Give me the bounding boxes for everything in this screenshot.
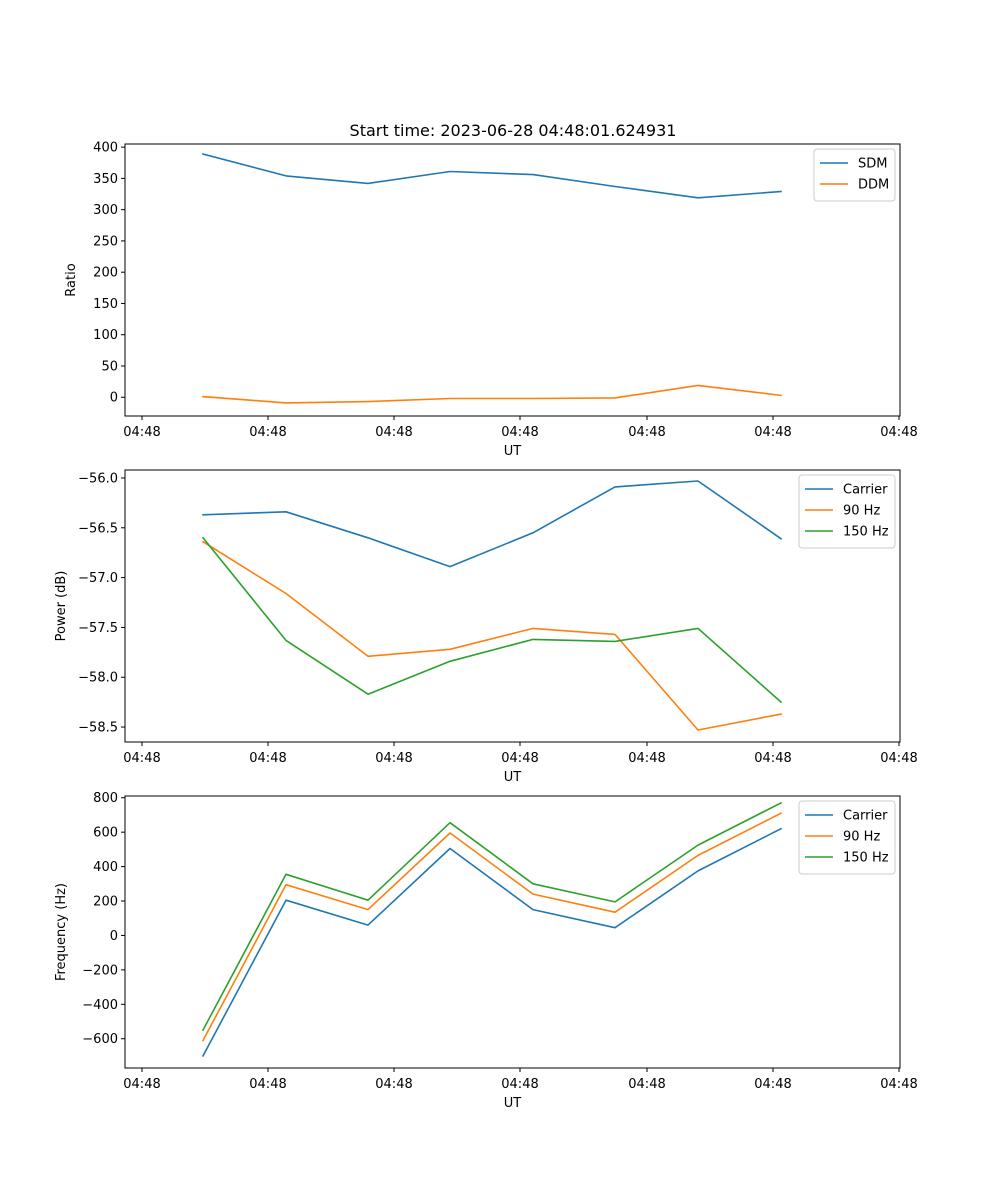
chart-3-x-axis-label: UT: [504, 1096, 522, 1111]
chart-3-series-line-carrier: [201, 827, 783, 1057]
chart-2-legend-box: [798, 474, 896, 549]
chart-3-y-tick-label: 200: [93, 895, 118, 910]
chart-1-x-axis-label: UT: [504, 444, 522, 459]
chart-3-legend-label: 150 Hz: [843, 851, 889, 866]
chart-2-x-tick-label: 04:48: [501, 751, 538, 766]
chart-2-x-tick-label: 04:48: [123, 751, 160, 766]
chart-3-axes-frame: [124, 795, 901, 1069]
chart-1-y-tick-label: 200: [93, 266, 118, 281]
chart-2-x-axis-label: UT: [504, 770, 522, 785]
chart-1-y-tick-label: 400: [93, 141, 118, 156]
chart-1-series-line-ddm: [202, 384, 782, 404]
chart-2-y-tick-label: −56.0: [78, 471, 118, 486]
chart-1-legend-label: SDM: [858, 157, 887, 172]
chart-1-y-axis-label: Ratio: [64, 263, 79, 296]
chart-2-y-tick-label: −57.5: [78, 621, 118, 636]
chart-3-x-tick-label: 04:48: [501, 1077, 538, 1092]
subplots-group: 0 50 100 150 200 250 300 350 400 04:48 04:48 04:48 0…: [54, 141, 918, 1111]
chart-3-x-tick-label: 04:48: [123, 1077, 160, 1092]
chart-1-x-tick-label: 04:48: [375, 425, 412, 440]
chart-3-group: −600 −400 −200 0 200 400 600 800 04:48 04:48 04:48…: [54, 791, 918, 1111]
chart-1-y-tick-label: 50: [101, 359, 118, 374]
chart-3-y-tick-label: 0: [110, 929, 118, 944]
chart-1-x-tick-label: 04:48: [880, 425, 917, 440]
chart-3-x-tick-label: 04:48: [880, 1077, 917, 1092]
chart-2-y-tick-label: −56.5: [78, 521, 118, 536]
chart-1-group: 0 50 100 150 200 250 300 350 400 04:48 04:48 04:48 0…: [64, 141, 918, 459]
chart-3-legend-box: [798, 800, 896, 875]
chart-1-x-tick-label: 04:48: [628, 425, 665, 440]
chart-2-series-line-carrier: [202, 480, 783, 568]
chart-1-x-tick-label: 04:48: [249, 425, 286, 440]
chart-1-x-tick-label: 04:48: [501, 425, 538, 440]
chart-3-x-tick-label: 04:48: [754, 1077, 791, 1092]
chart-2-x-tick-label: 04:48: [880, 751, 917, 766]
chart-2-y-tick-label: −58.0: [78, 671, 118, 686]
chart-3-y-tick-label: −600: [82, 1032, 118, 1047]
chart-2-legend-label: Carrier: [843, 483, 888, 498]
chart-3-x-tick-label: 04:48: [628, 1077, 665, 1092]
chart-1-y-tick-label: 150: [93, 297, 118, 312]
chart-2-y-tick-label: −57.0: [78, 571, 118, 586]
chart-3-legend: Carrier 90 Hz 150 Hz: [798, 800, 896, 875]
chart-2-series-line-90-hz: [201, 540, 782, 731]
chart-1-legend-box: [813, 148, 896, 202]
chart-3-y-tick-label: 400: [93, 860, 118, 875]
chart-1-legend-label: DDM: [858, 178, 889, 193]
chart-3-x-tick-label: 04:48: [249, 1077, 286, 1092]
chart-3-y-tick-label: 600: [93, 826, 118, 841]
chart-1-y-tick-label: 100: [93, 328, 118, 343]
chart-2-x-tick-label: 04:48: [754, 751, 791, 766]
chart-2-legend: Carrier 90 Hz 150 Hz: [798, 474, 896, 549]
chart-2-x-tick-label: 04:48: [375, 751, 412, 766]
chart-1-x-tick-label: 04:48: [123, 425, 160, 440]
chart-1-series-line-sdm: [202, 153, 782, 199]
chart-1-x-tick-label: 04:48: [754, 425, 791, 440]
chart-3-x-tick-label: 04:48: [375, 1077, 412, 1092]
chart-1-y-tick-label: 0: [110, 391, 118, 406]
chart-2-x-tick-label: 04:48: [628, 751, 665, 766]
chart-2-axes-frame: [124, 469, 901, 743]
figure-title: Start time: 2023-06-28 04:48:01.624931: [350, 121, 677, 140]
chart-3-y-tick-label: −400: [82, 998, 118, 1013]
chart-3-legend-label: 90 Hz: [843, 830, 880, 845]
chart-1-y-tick-label: 300: [93, 203, 118, 218]
chart-1-axes-frame: [124, 143, 901, 417]
chart-1-y-tick-label: 350: [93, 172, 118, 187]
chart-2-legend-label: 150 Hz: [843, 525, 889, 540]
chart-3-series-line-150-hz: [201, 801, 783, 1032]
chart-2-legend-label: 90 Hz: [843, 504, 880, 519]
chart-3-y-axis-label: Frequency (Hz): [54, 883, 69, 981]
chart-2-group: −58.5 −58.0 −57.5 −57.0 −56.5 −56.0 04:48 04:48…: [54, 469, 918, 785]
chart-2-y-axis-label: Power (dB): [54, 571, 69, 642]
chart-1-legend: SDM DDM: [813, 148, 896, 202]
chart-1-y-tick-label: 250: [93, 234, 118, 249]
chart-3-y-tick-label: −200: [82, 963, 118, 978]
chart-3-legend-label: Carrier: [843, 809, 888, 824]
chart-2-y-tick-label: −58.5: [78, 721, 118, 736]
chart-2-x-tick-label: 04:48: [249, 751, 286, 766]
chart-3-series-line-90-hz: [201, 812, 783, 1042]
chart-2-series-line-150-hz: [201, 536, 783, 704]
chart-3-y-tick-label: 800: [93, 791, 118, 806]
